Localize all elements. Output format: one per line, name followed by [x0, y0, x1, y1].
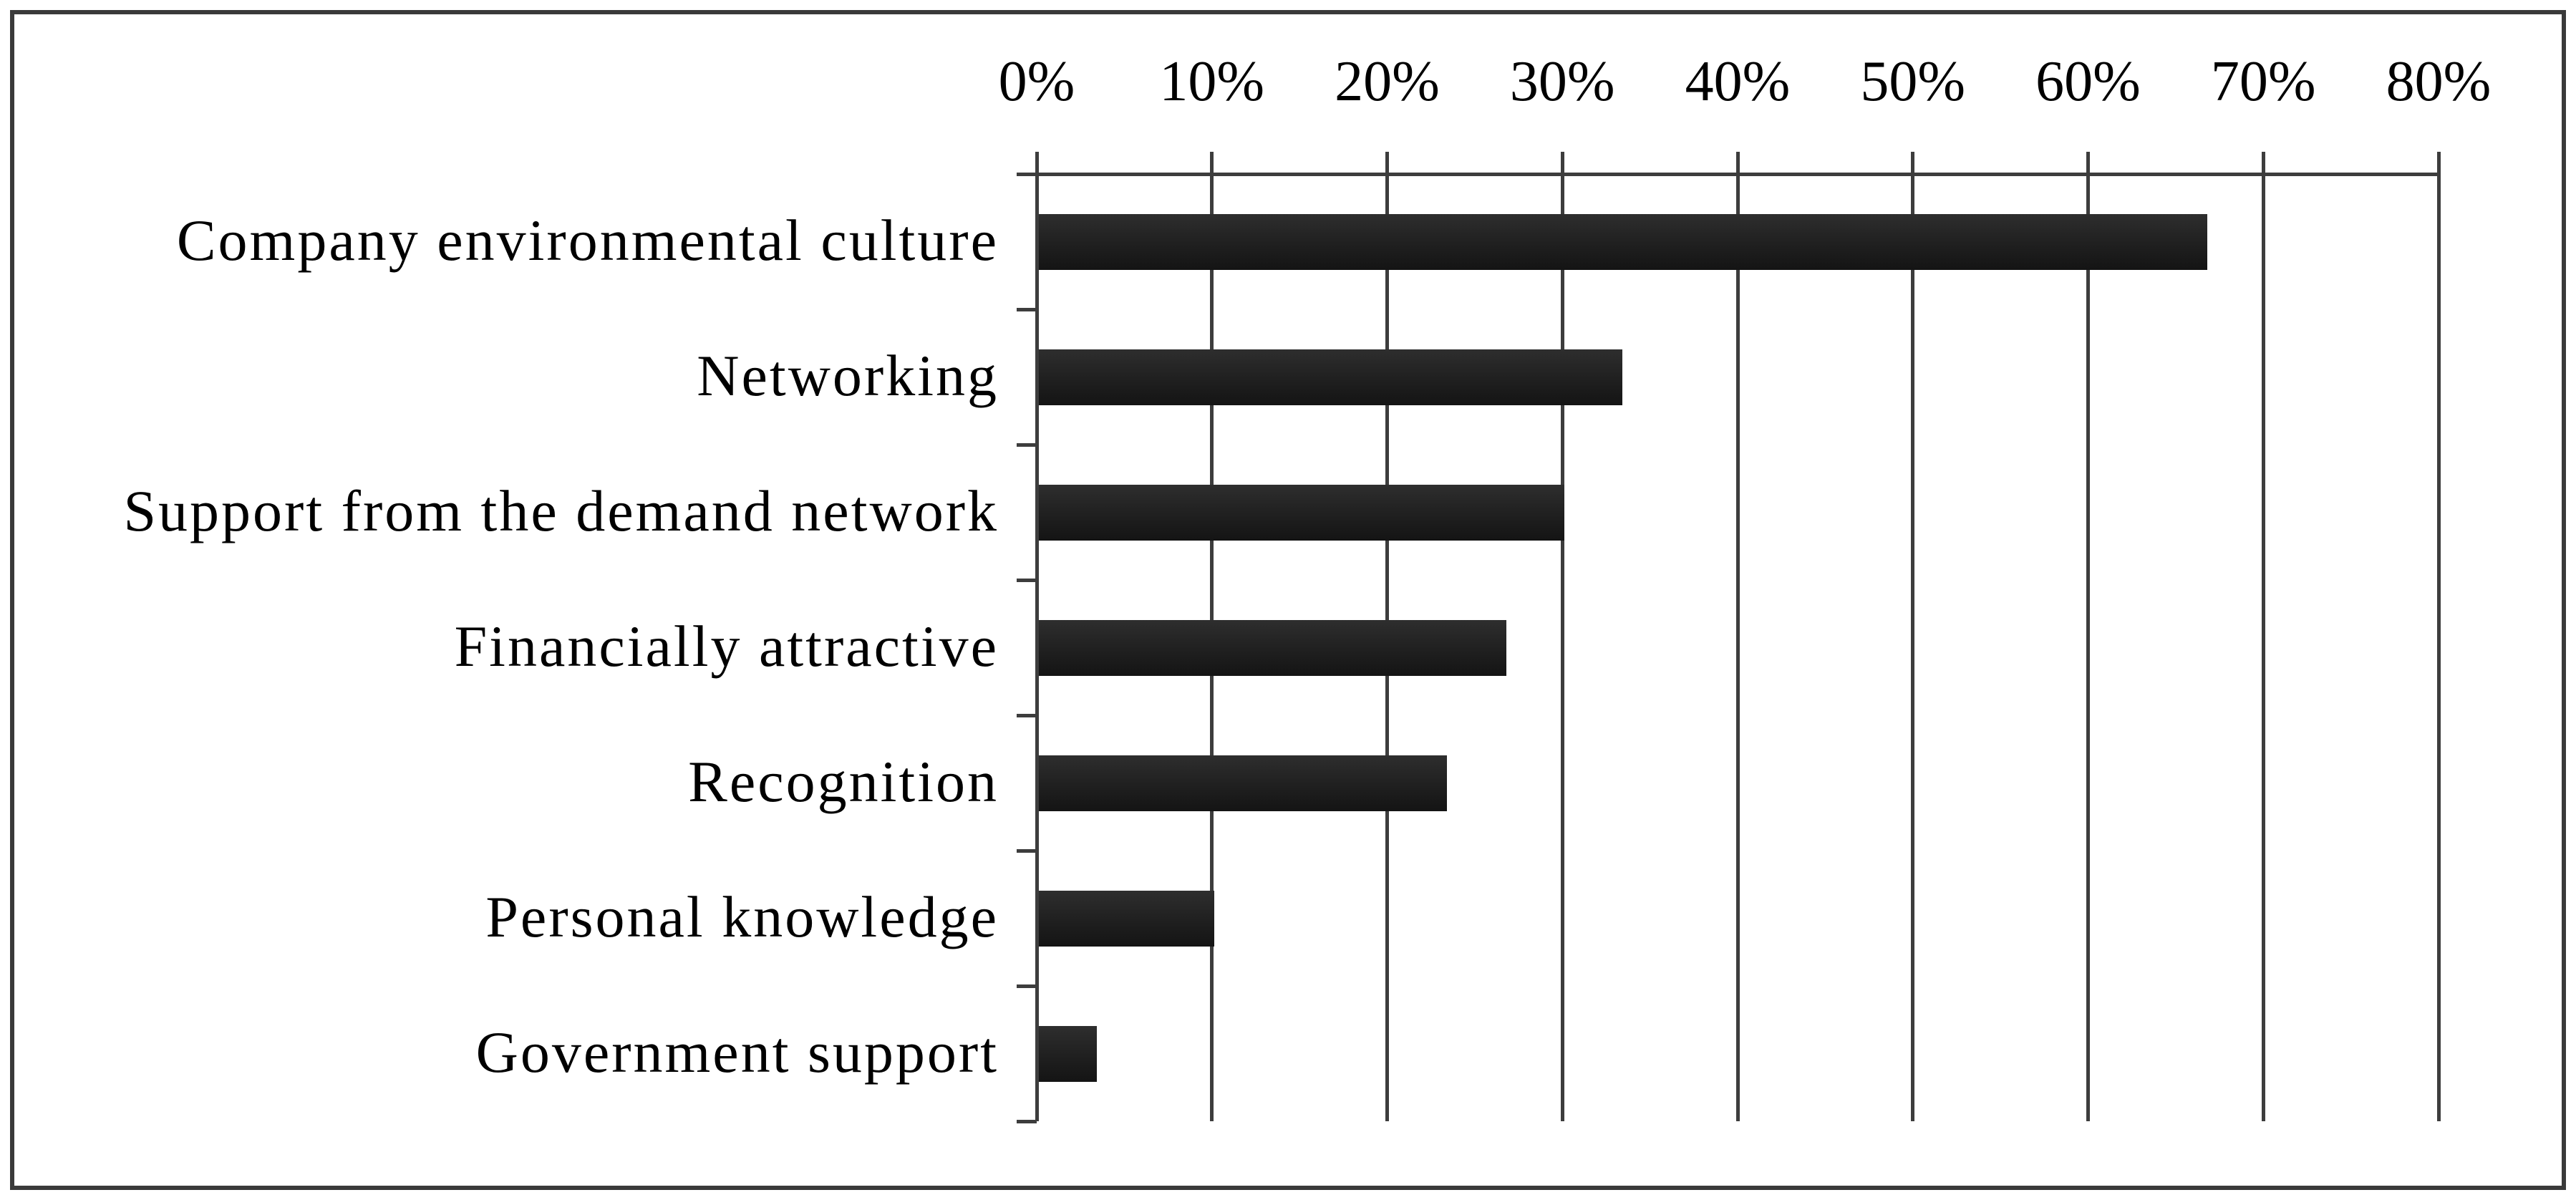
gridline — [2086, 152, 2090, 1121]
x-axis-tick-label: 70% — [2210, 50, 2316, 113]
x-axis-tick-label: 0% — [998, 50, 1075, 113]
category-label: Recognition — [688, 748, 999, 814]
category-tick — [1017, 713, 1037, 717]
category-label: Networking — [697, 342, 999, 408]
axis-top-line — [1017, 172, 2441, 176]
gridline — [1735, 152, 1740, 1121]
x-axis-tick-label: 50% — [1860, 50, 1966, 113]
x-axis-tick-label: 10% — [1159, 50, 1265, 113]
category-label: Personal knowledge — [485, 884, 999, 949]
bar — [1039, 213, 2208, 270]
gridline — [1560, 152, 1564, 1121]
category-tick — [1017, 848, 1037, 853]
category-label: Company environmental culture — [176, 207, 999, 273]
x-axis-tick-label: 60% — [2035, 50, 2141, 113]
gridline — [2436, 152, 2441, 1121]
x-axis-tick-label: 40% — [1685, 50, 1791, 113]
bar — [1039, 349, 1623, 405]
bar — [1039, 619, 1507, 676]
gridline — [2261, 152, 2265, 1121]
category-tick — [1017, 307, 1037, 311]
x-axis-tick-label: 20% — [1335, 50, 1440, 113]
category-label: Financially attractive — [454, 613, 999, 679]
category-tick — [1017, 442, 1037, 447]
gridline — [1035, 152, 1039, 1121]
x-axis-tick-label: 80% — [2386, 50, 2492, 113]
bar — [1039, 755, 1448, 811]
category-label: Government support — [475, 1019, 999, 1085]
x-axis-tick-label: 30% — [1509, 50, 1615, 113]
category-label: Support from the demand network — [123, 478, 999, 543]
bar — [1039, 890, 1214, 947]
category-tick — [1017, 172, 1037, 176]
category-tick — [1017, 578, 1037, 582]
bar — [1039, 484, 1565, 541]
category-tick — [1017, 1119, 1037, 1123]
gridline — [1911, 152, 1915, 1121]
bar — [1039, 1025, 1097, 1082]
category-tick — [1017, 984, 1037, 988]
